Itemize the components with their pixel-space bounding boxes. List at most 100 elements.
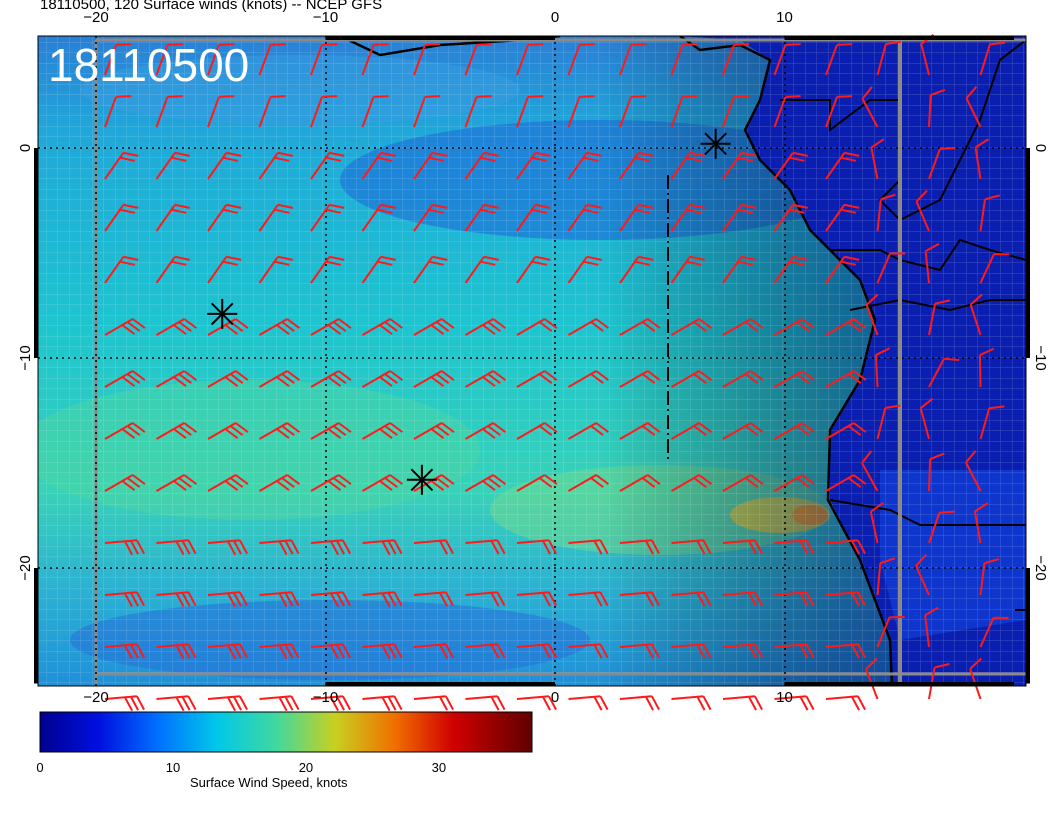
lon-tick-label: −20 bbox=[83, 9, 108, 26]
wind-barb bbox=[310, 95, 338, 128]
wind-barb bbox=[568, 318, 610, 336]
wind-barb bbox=[774, 591, 815, 607]
colorbar-label: Surface Wind Speed, knots bbox=[190, 775, 348, 790]
asterisk-marker bbox=[700, 128, 731, 159]
wind-barb bbox=[825, 643, 866, 659]
wind-barb bbox=[104, 95, 132, 128]
wind-barb bbox=[465, 370, 507, 388]
wind-barb bbox=[310, 539, 351, 556]
wind-barb bbox=[310, 43, 338, 76]
wind-barb bbox=[362, 539, 403, 556]
wind-barb bbox=[973, 502, 989, 544]
wind-barb bbox=[876, 40, 902, 76]
wind-barb bbox=[924, 606, 939, 648]
wind-barb bbox=[671, 370, 713, 388]
colorbar-tick-label: 10 bbox=[165, 760, 181, 775]
wind-barb bbox=[619, 539, 660, 555]
wind-barb bbox=[104, 591, 145, 608]
wind-barb bbox=[915, 189, 930, 232]
wind-barb bbox=[722, 695, 763, 711]
wind-barb bbox=[413, 255, 448, 284]
wind-barb bbox=[774, 318, 816, 336]
wind-barb bbox=[722, 474, 764, 492]
wind-barb bbox=[861, 86, 879, 128]
wind-barb bbox=[825, 255, 860, 284]
wind-barb bbox=[104, 43, 132, 76]
wind-barb bbox=[516, 255, 551, 284]
wind-barb bbox=[413, 695, 454, 711]
wind-barb bbox=[670, 43, 698, 76]
wind-barb bbox=[362, 474, 404, 492]
wind-barb bbox=[825, 474, 867, 492]
wind-barb bbox=[876, 557, 896, 596]
lat-tick-label: −10 bbox=[17, 345, 34, 370]
wind-barb bbox=[876, 404, 901, 440]
wind-barb bbox=[722, 539, 763, 555]
wind-barb bbox=[722, 95, 750, 128]
wind-barb bbox=[825, 95, 853, 128]
wind-barb bbox=[155, 95, 183, 128]
wind-barb bbox=[258, 43, 286, 76]
wind-barb bbox=[413, 203, 448, 232]
wind-barb bbox=[156, 695, 197, 712]
colorbar bbox=[39, 711, 533, 753]
wind-barb bbox=[979, 405, 1005, 440]
wind-barb bbox=[773, 43, 801, 76]
wind-barb bbox=[974, 138, 989, 180]
colorbar-tick-label: 30 bbox=[431, 760, 447, 775]
wind-barb bbox=[567, 151, 602, 180]
lon-tick-label: 0 bbox=[551, 9, 559, 26]
wind-barb bbox=[156, 643, 197, 660]
wind-barb bbox=[310, 151, 345, 180]
wind-barb bbox=[774, 643, 815, 659]
wind-barb bbox=[258, 151, 293, 180]
wind-barb bbox=[413, 151, 448, 180]
wind-barb bbox=[671, 695, 712, 711]
wind-barb bbox=[361, 95, 389, 128]
wind-barb bbox=[156, 370, 198, 388]
wind-barb bbox=[722, 643, 763, 659]
wind-barb bbox=[156, 539, 197, 556]
wind-barb bbox=[567, 203, 602, 232]
wind-barb bbox=[413, 422, 455, 440]
wind-barb bbox=[516, 151, 551, 180]
wind-barb bbox=[465, 318, 507, 336]
wind-barb bbox=[516, 95, 544, 128]
wind-barb bbox=[258, 95, 286, 128]
wind-barb bbox=[464, 151, 499, 180]
wind-barb bbox=[568, 695, 609, 711]
wind-barb bbox=[464, 43, 492, 76]
wind-barb bbox=[774, 695, 815, 711]
lat-tick-label: 0 bbox=[1032, 144, 1049, 152]
wind-barb bbox=[516, 370, 558, 388]
wind-barb bbox=[568, 422, 610, 440]
wind-barb bbox=[361, 203, 396, 232]
wind-barb bbox=[465, 539, 506, 555]
wind-barb bbox=[670, 151, 705, 180]
wind-barb bbox=[516, 695, 557, 711]
wind-barb bbox=[465, 591, 506, 607]
wind-barb bbox=[722, 591, 763, 607]
wind-barb bbox=[773, 203, 808, 232]
wind-barb bbox=[865, 293, 879, 336]
colorbar-tick-label: 0 bbox=[36, 760, 44, 775]
wind-barb bbox=[104, 695, 145, 712]
wind-barb bbox=[567, 255, 602, 284]
wind-barb bbox=[671, 591, 712, 607]
wind-barb bbox=[825, 43, 853, 76]
lat-tick-label: 0 bbox=[17, 144, 34, 152]
wind-barb bbox=[774, 474, 816, 492]
wind-barb bbox=[104, 370, 146, 388]
wind-barb bbox=[310, 422, 352, 440]
wind-barb bbox=[104, 539, 145, 556]
timestamp-label: 18110500 bbox=[48, 39, 250, 91]
wind-barb bbox=[825, 203, 860, 232]
wind-barb bbox=[310, 591, 351, 608]
wind-barb bbox=[861, 450, 879, 492]
wind-barb bbox=[361, 255, 396, 284]
wind-barb bbox=[774, 422, 816, 440]
wind-barb bbox=[259, 474, 301, 492]
wind-barb bbox=[568, 591, 609, 607]
wind-barb bbox=[516, 539, 557, 555]
